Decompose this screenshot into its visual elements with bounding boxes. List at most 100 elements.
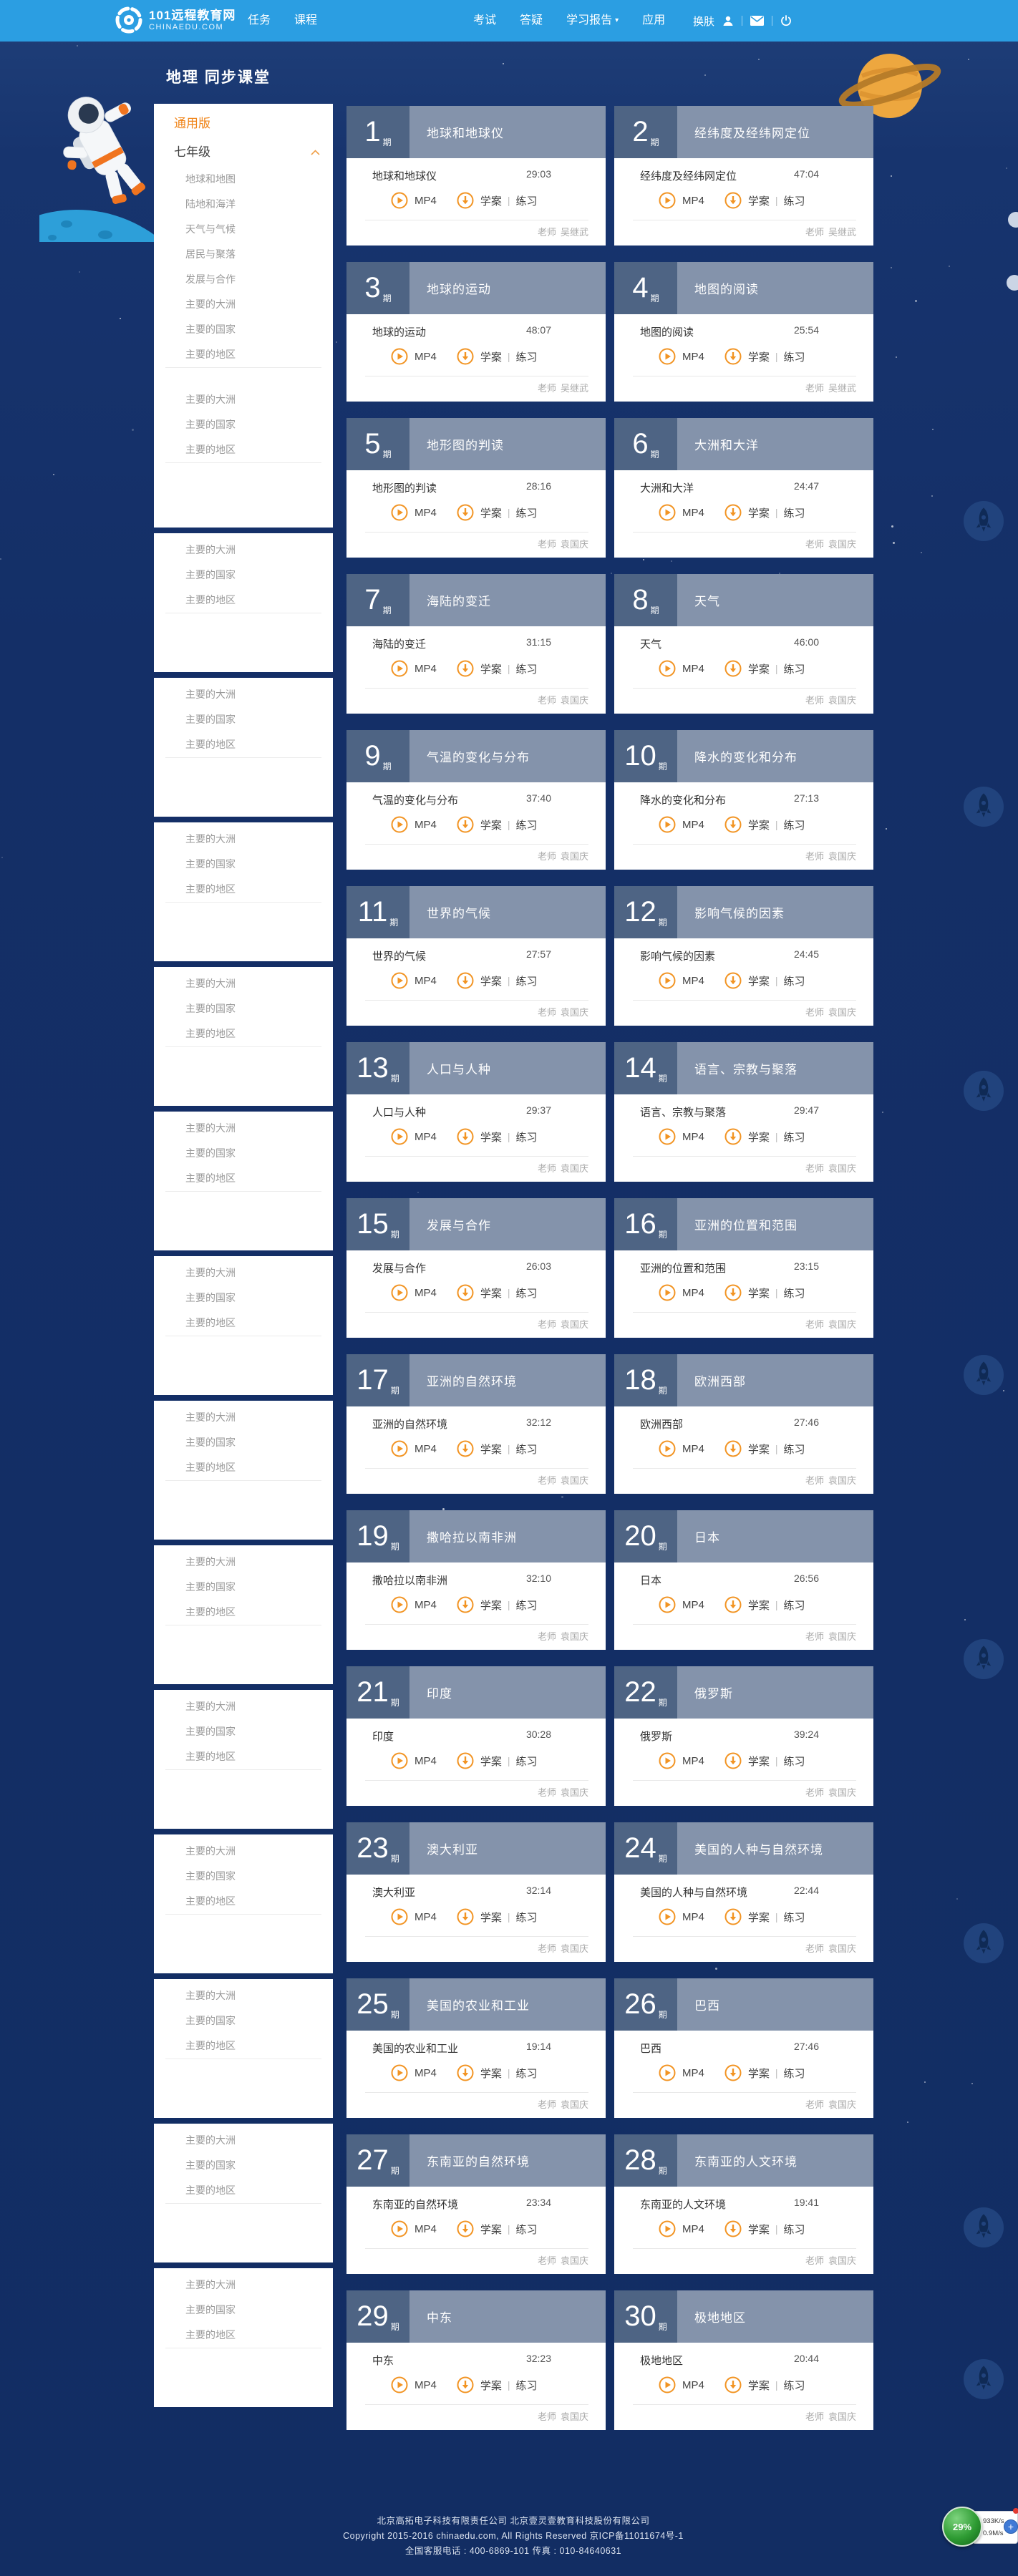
sidebar-item[interactable]: 主要的国家 bbox=[185, 714, 236, 725]
sidebar-item[interactable]: 主要的大洲 bbox=[185, 1701, 236, 1712]
mp4-link[interactable]: MP4 bbox=[415, 818, 437, 831]
study-plan-link[interactable]: 学案 bbox=[480, 2223, 502, 2236]
study-plan-link[interactable]: 学案 bbox=[480, 1599, 502, 1612]
download-icon[interactable] bbox=[457, 816, 474, 833]
practice-link[interactable]: 练习 bbox=[783, 1131, 805, 1144]
download-icon[interactable] bbox=[724, 2376, 742, 2393]
play-icon[interactable] bbox=[391, 1128, 408, 1145]
practice-link[interactable]: 练习 bbox=[515, 351, 538, 364]
progress-sphere[interactable]: 29% bbox=[942, 2507, 982, 2547]
nav-item[interactable]: 考试▾ bbox=[473, 14, 497, 26]
play-icon[interactable] bbox=[391, 660, 408, 677]
play-icon[interactable] bbox=[659, 1752, 676, 1769]
mp4-link[interactable]: MP4 bbox=[682, 1598, 704, 1611]
play-icon[interactable] bbox=[391, 1284, 408, 1301]
user-icon[interactable] bbox=[722, 15, 734, 26]
play-icon[interactable] bbox=[659, 2376, 676, 2393]
sidebar-item[interactable]: 发展与合作 bbox=[185, 273, 236, 285]
sidebar-item[interactable]: 主要的地区 bbox=[185, 444, 236, 455]
sidebar-item[interactable]: 主要的地区 bbox=[185, 594, 236, 606]
download-icon[interactable] bbox=[457, 1440, 474, 1457]
play-icon[interactable] bbox=[659, 660, 676, 677]
download-icon[interactable] bbox=[724, 660, 742, 677]
study-plan-link[interactable]: 学案 bbox=[480, 975, 502, 988]
mp4-link[interactable]: MP4 bbox=[682, 1286, 704, 1299]
download-icon[interactable] bbox=[457, 1128, 474, 1145]
study-plan-link[interactable]: 学案 bbox=[747, 1911, 770, 1924]
play-icon[interactable] bbox=[391, 504, 408, 521]
practice-link[interactable]: 练习 bbox=[783, 1599, 805, 1612]
practice-link[interactable]: 练习 bbox=[783, 507, 805, 520]
sidebar-item[interactable]: 主要的大洲 bbox=[185, 1556, 236, 1568]
add-button[interactable]: + bbox=[1004, 2519, 1018, 2534]
sidebar-item[interactable]: 主要的国家 bbox=[185, 1870, 236, 1882]
mp4-link[interactable]: MP4 bbox=[415, 1754, 437, 1767]
sidebar-item[interactable]: 居民与聚落 bbox=[185, 248, 236, 260]
mp4-link[interactable]: MP4 bbox=[682, 818, 704, 831]
download-icon[interactable] bbox=[724, 348, 742, 365]
practice-link[interactable]: 练习 bbox=[783, 1755, 805, 1768]
play-icon[interactable] bbox=[659, 2064, 676, 2081]
sidebar-item[interactable]: 主要的国家 bbox=[185, 1003, 236, 1014]
mp4-link[interactable]: MP4 bbox=[682, 194, 704, 207]
sidebar-item[interactable]: 主要的地区 bbox=[185, 1028, 236, 1039]
mp4-link[interactable]: MP4 bbox=[682, 1130, 704, 1143]
sidebar-item[interactable]: 主要的国家 bbox=[185, 324, 236, 335]
nav-item[interactable]: 答疑▾ bbox=[520, 14, 543, 26]
practice-link[interactable]: 练习 bbox=[515, 507, 538, 520]
play-icon[interactable] bbox=[391, 1596, 408, 1613]
download-icon[interactable] bbox=[724, 2064, 742, 2081]
sidebar-item[interactable]: 主要的地区 bbox=[185, 1462, 236, 1473]
study-plan-link[interactable]: 学案 bbox=[747, 2223, 770, 2236]
play-icon[interactable] bbox=[659, 1596, 676, 1613]
practice-link[interactable]: 练习 bbox=[515, 1755, 538, 1768]
mp4-link[interactable]: MP4 bbox=[682, 1754, 704, 1767]
play-icon[interactable] bbox=[659, 2220, 676, 2237]
practice-link[interactable]: 练习 bbox=[515, 975, 538, 988]
practice-link[interactable]: 练习 bbox=[783, 195, 805, 208]
download-icon[interactable] bbox=[457, 1596, 474, 1613]
practice-link[interactable]: 练习 bbox=[515, 663, 538, 676]
download-icon[interactable] bbox=[457, 2376, 474, 2393]
sidebar-item[interactable]: 主要的国家 bbox=[185, 2159, 236, 2171]
power-icon[interactable] bbox=[780, 15, 792, 26]
play-icon[interactable] bbox=[659, 348, 676, 365]
study-plan-link[interactable]: 学案 bbox=[480, 819, 502, 832]
play-icon[interactable] bbox=[391, 1752, 408, 1769]
study-plan-link[interactable]: 学案 bbox=[480, 2379, 502, 2392]
sidebar-item[interactable]: 主要的大洲 bbox=[185, 978, 236, 989]
study-plan-link[interactable]: 学案 bbox=[747, 1287, 770, 1300]
study-plan-link[interactable]: 学案 bbox=[747, 819, 770, 832]
play-icon[interactable] bbox=[659, 972, 676, 989]
sidebar-item[interactable]: 主要的大洲 bbox=[185, 544, 236, 555]
mp4-link[interactable]: MP4 bbox=[682, 1442, 704, 1455]
download-icon[interactable] bbox=[724, 1284, 742, 1301]
play-icon[interactable] bbox=[391, 1440, 408, 1457]
practice-link[interactable]: 练习 bbox=[783, 663, 805, 676]
mp4-link[interactable]: MP4 bbox=[682, 2066, 704, 2079]
sidebar-item[interactable]: 主要的大洲 bbox=[185, 298, 236, 310]
mp4-link[interactable]: MP4 bbox=[682, 1910, 704, 1923]
play-icon[interactable] bbox=[391, 816, 408, 833]
practice-link[interactable]: 练习 bbox=[515, 2223, 538, 2236]
study-plan-link[interactable]: 学案 bbox=[747, 2067, 770, 2080]
mp4-link[interactable]: MP4 bbox=[682, 2222, 704, 2235]
play-icon[interactable] bbox=[391, 972, 408, 989]
sidebar-item[interactable]: 地球和地图 bbox=[185, 173, 236, 185]
play-icon[interactable] bbox=[391, 192, 408, 209]
practice-link[interactable]: 练习 bbox=[515, 195, 538, 208]
download-icon[interactable] bbox=[457, 660, 474, 677]
sidebar-item[interactable]: 主要的国家 bbox=[185, 2304, 236, 2315]
practice-link[interactable]: 练习 bbox=[783, 351, 805, 364]
mp4-link[interactable]: MP4 bbox=[682, 506, 704, 519]
download-icon[interactable] bbox=[724, 504, 742, 521]
study-plan-link[interactable]: 学案 bbox=[747, 1443, 770, 1456]
study-plan-link[interactable]: 学案 bbox=[747, 507, 770, 520]
sidebar-item[interactable]: 主要的地区 bbox=[185, 2329, 236, 2341]
study-plan-link[interactable]: 学案 bbox=[747, 1131, 770, 1144]
download-icon[interactable] bbox=[457, 504, 474, 521]
download-icon[interactable] bbox=[457, 2220, 474, 2237]
download-icon[interactable] bbox=[457, 1284, 474, 1301]
download-icon[interactable] bbox=[724, 1440, 742, 1457]
mp4-link[interactable]: MP4 bbox=[415, 1286, 437, 1299]
